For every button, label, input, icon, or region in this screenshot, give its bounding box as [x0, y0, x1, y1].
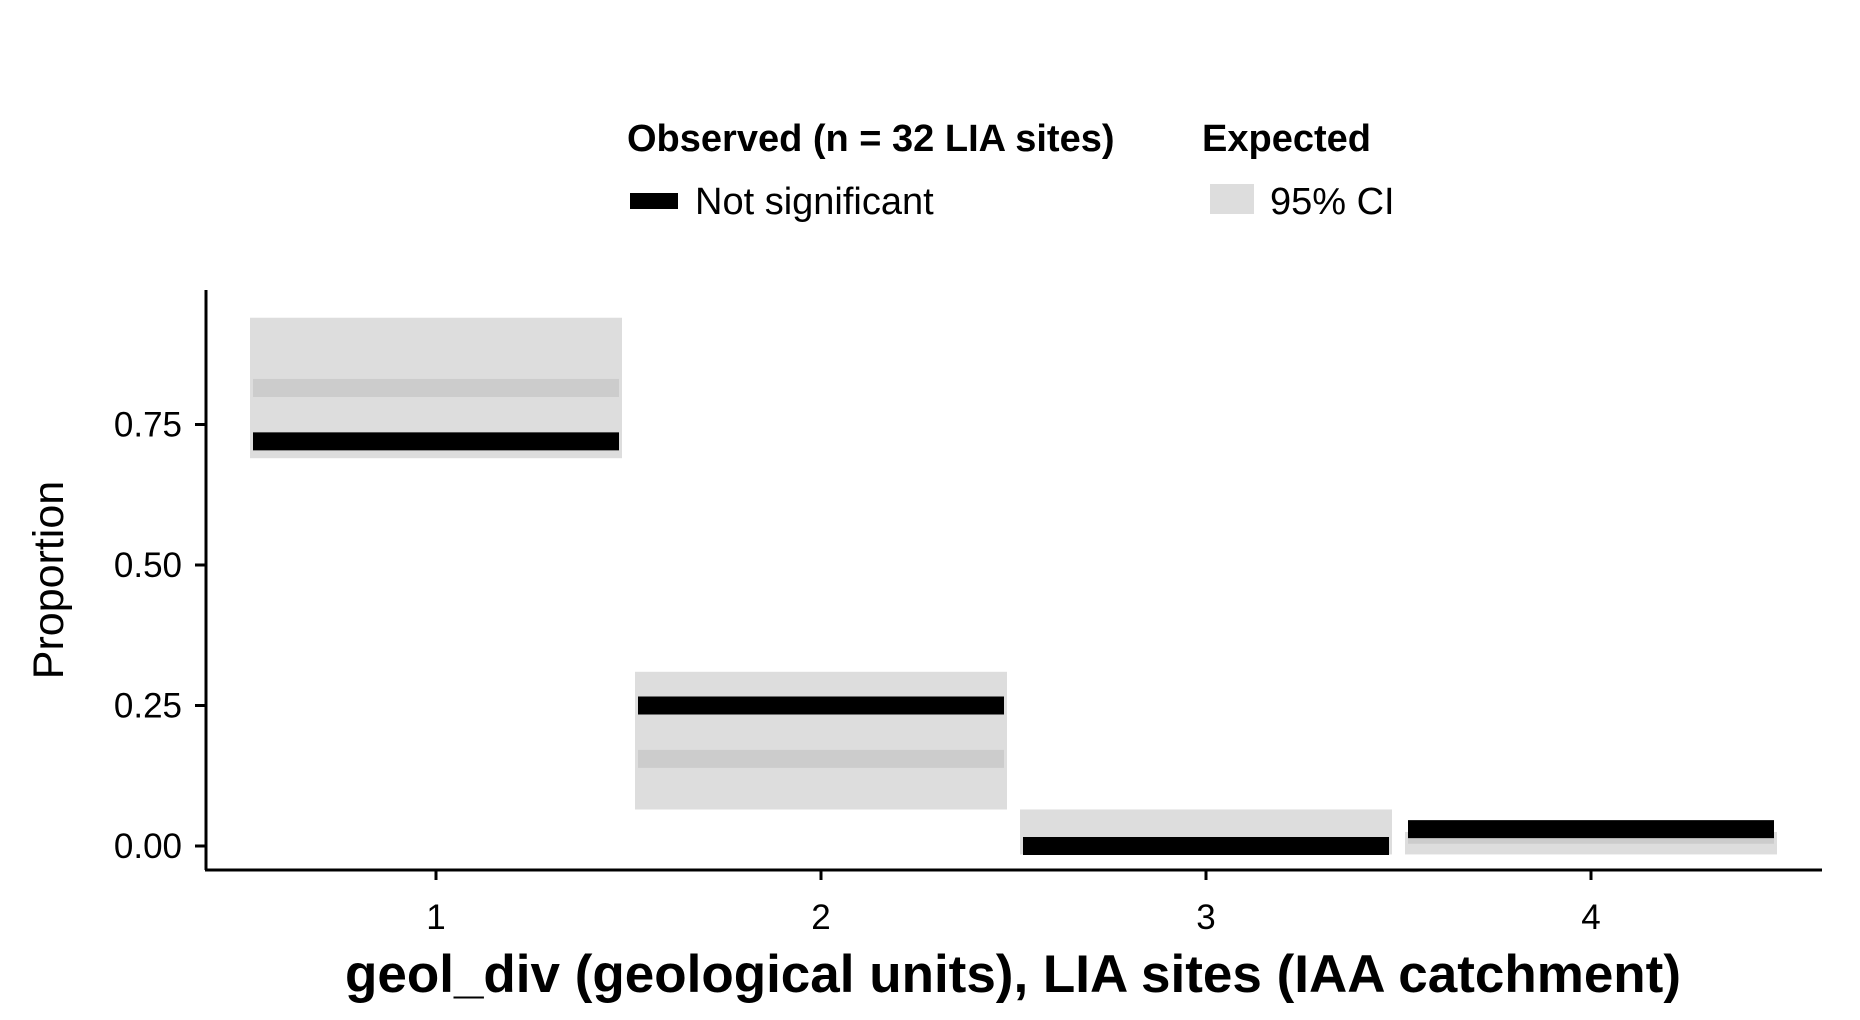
y-axis-title: Proportion: [25, 481, 73, 679]
legend-expected-title: Expected: [1202, 118, 1371, 160]
observed-bars: [253, 432, 1774, 855]
legend-expected-key: [1210, 184, 1254, 214]
x-tick-label-4: 4: [1581, 898, 1600, 937]
x-axis-title: geol_div (geological units), LIA sites (…: [345, 945, 1681, 1004]
legend-observed-label: Not significant: [695, 181, 934, 223]
expected-mean-2: [638, 749, 1004, 768]
observed-bar-1: [253, 432, 619, 451]
axes: [204, 290, 1822, 872]
x-tick-label-2: 2: [811, 898, 830, 937]
legend-expected-label: 95% CI: [1270, 181, 1395, 223]
observed-bar-2: [638, 696, 1004, 715]
ci-bands: [250, 317, 1777, 855]
observed-bar-4: [1408, 820, 1774, 839]
legend: Observed (n = 32 LIA sites) Not signific…: [627, 118, 1395, 223]
y-tick-label-0.25: 0.25: [114, 687, 182, 726]
legend-observed-title: Observed (n = 32 LIA sites): [627, 118, 1115, 160]
observed-bar-3: [1023, 837, 1389, 855]
y-ticks: 0.00 0.25 0.50 0.75: [114, 406, 206, 866]
x-ticks: 1 2 3 4: [426, 870, 1601, 937]
expected-mean-1: [253, 378, 619, 397]
x-tick-label-3: 3: [1196, 898, 1215, 937]
y-tick-label-0.50: 0.50: [114, 546, 182, 585]
y-tick-label-0.75: 0.75: [114, 406, 182, 445]
y-tick-label-0.00: 0.00: [114, 827, 182, 866]
ci-band-2: [635, 671, 1007, 810]
x-tick-label-1: 1: [426, 898, 445, 937]
legend-observed-key: [630, 193, 678, 209]
